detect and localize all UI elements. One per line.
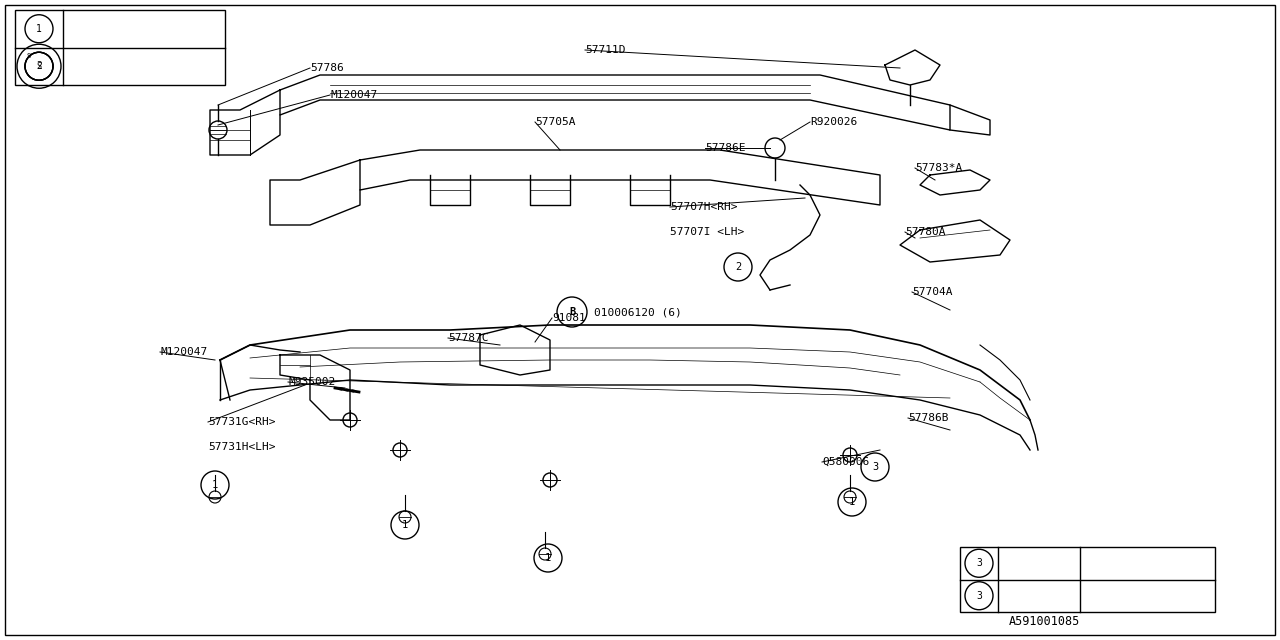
Text: 99011: 99011 [1009,558,1042,568]
Text: 57786: 57786 [310,63,344,73]
Text: 57787C: 57787C [448,333,489,343]
Text: Q580006: Q580006 [822,457,869,467]
Text: 57707I <LH>: 57707I <LH> [669,227,744,237]
Text: 3: 3 [977,591,982,601]
FancyBboxPatch shape [960,547,1215,612]
Text: 1: 1 [402,520,408,530]
Text: M120047: M120047 [160,347,207,357]
Text: S: S [37,61,41,71]
FancyBboxPatch shape [15,10,225,85]
Text: M120047: M120047 [330,90,378,100]
Circle shape [844,448,858,462]
Text: 3: 3 [872,462,878,472]
Text: S047406126(2): S047406126(2) [73,61,161,71]
Text: 57731G<RH>: 57731G<RH> [209,417,275,427]
Text: 2: 2 [36,61,42,71]
Text: 57704A: 57704A [911,287,952,297]
Text: 1: 1 [849,497,855,507]
Text: 57780A: 57780A [905,227,946,237]
Text: S: S [27,53,31,60]
Text: 57786E: 57786E [705,143,745,153]
Text: 3: 3 [977,558,982,568]
Text: 57786F: 57786F [1009,591,1048,601]
Text: 57783*B: 57783*B [73,22,123,35]
Text: 57705A: 57705A [535,117,576,127]
Text: 57707H<RH>: 57707H<RH> [669,202,737,212]
Text: <9705-0001>: <9705-0001> [1088,558,1157,568]
Text: 2: 2 [735,262,741,272]
Text: B: B [568,307,575,317]
Text: 57786B: 57786B [908,413,948,423]
Text: 010006120 (6): 010006120 (6) [594,307,682,317]
Text: 1: 1 [212,480,218,490]
Text: M935002: M935002 [288,377,335,387]
Text: 57731H<LH>: 57731H<LH> [209,442,275,452]
Circle shape [543,473,557,487]
Circle shape [343,413,357,427]
Text: A591001085: A591001085 [1009,615,1080,628]
Text: <0002-      >: <0002- > [1088,591,1169,601]
Text: 57711D: 57711D [585,45,626,55]
Text: 91081: 91081 [552,313,586,323]
Text: 1: 1 [545,553,552,563]
Circle shape [393,443,407,457]
Text: R920026: R920026 [810,117,858,127]
Text: 1: 1 [36,24,42,34]
Text: 57783*A: 57783*A [915,163,963,173]
